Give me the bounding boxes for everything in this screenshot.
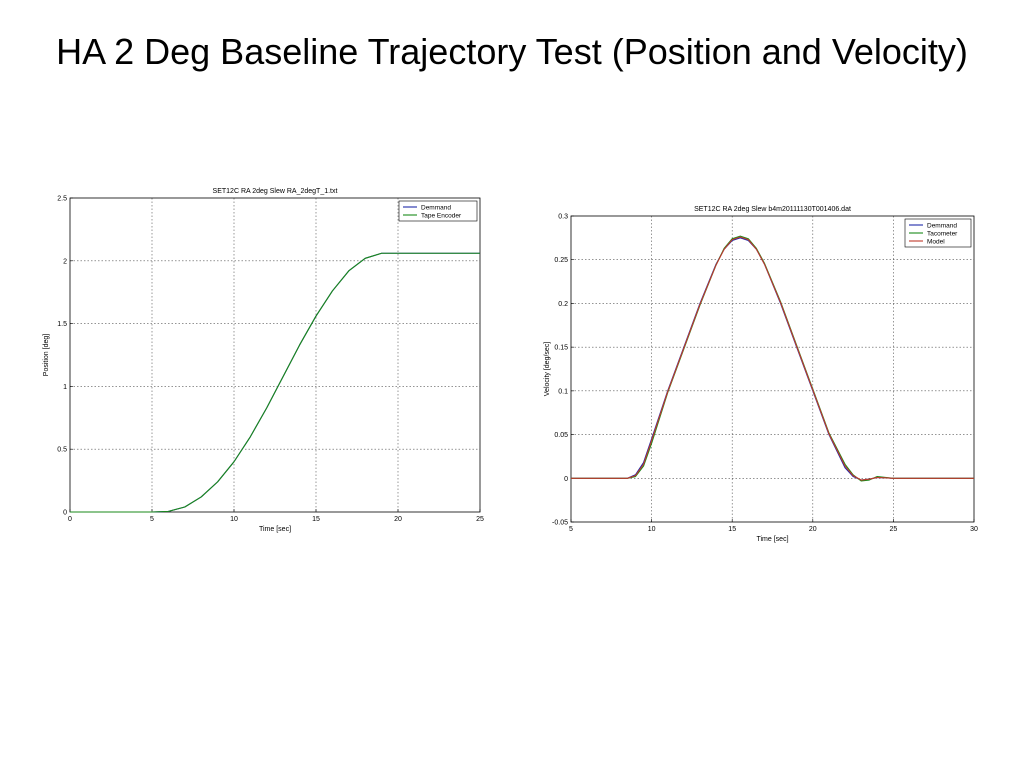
legend-entry: Model (927, 239, 945, 246)
x-tick-label: 30 (970, 526, 978, 533)
y-tick-label: 0.25 (554, 257, 568, 264)
x-tick-label: 25 (890, 526, 898, 533)
slide-title: HA 2 Deg Baseline Trajectory Test (Posit… (56, 31, 968, 72)
chart-title: SET12C RA 2deg Slew RA_2degT_1.txt (213, 188, 338, 195)
x-tick-label: 15 (312, 516, 320, 523)
legend-entry: Demmand (927, 223, 957, 230)
y-tick-label: 0.05 (554, 432, 568, 439)
y-tick-label: 1.5 (57, 321, 67, 328)
chart-svg: SET12C RA 2deg Slew b4m20111130T001406.d… (544, 206, 978, 543)
y-tick-label: 0.15 (554, 345, 568, 352)
x-tick-label: 10 (648, 526, 656, 533)
x-tick-label: 25 (476, 516, 484, 523)
y-tick-label: 2.5 (57, 196, 67, 203)
y-tick-label: 0.5 (57, 447, 67, 454)
y-tick-label: 1 (63, 384, 67, 391)
x-axis-label: Time [sec] (259, 526, 291, 533)
x-tick-label: 5 (150, 516, 154, 523)
y-axis-label: Position [deg] (43, 334, 50, 376)
x-tick-label: 15 (728, 526, 736, 533)
series-line-3 (571, 236, 974, 481)
legend-box (904, 218, 972, 248)
y-tick-label: 2 (63, 258, 67, 265)
y-tick-label: -0.05 (552, 520, 568, 527)
y-tick-label: 0 (564, 476, 568, 483)
legend-box (398, 200, 478, 222)
x-tick-label: 20 (809, 526, 817, 533)
plot-frame (570, 215, 975, 523)
x-tick-label: 20 (394, 516, 402, 523)
y-tick-label: 0.1 (558, 388, 568, 395)
y-axis-label: Velocity [deg/sec] (544, 342, 551, 397)
x-tick-label: 5 (569, 526, 573, 533)
legend-entry: Tape Encoder (421, 213, 462, 220)
velocity-chart: SET12C RA 2deg Slew b4m20111130T001406.d… (533, 200, 983, 546)
y-tick-label: 0.2 (558, 301, 568, 308)
legend-entry: Demmand (421, 205, 451, 212)
series-line-2 (70, 252, 480, 513)
chart-title: SET12C RA 2deg Slew b4m20111130T001406.d… (694, 206, 851, 213)
x-tick-label: 0 (68, 516, 72, 523)
position-chart: SET12C RA 2deg Slew RA_2degT_1.txt 0 5 10 15… (40, 184, 490, 540)
legend-entry: Tacometer (927, 231, 958, 238)
x-tick-label: 10 (230, 516, 238, 523)
y-tick-label: 0.3 (558, 214, 568, 221)
plot-area (70, 198, 480, 512)
plot-frame (69, 197, 481, 513)
y-tick-label: 0 (63, 510, 67, 517)
x-axis-label: Time [sec] (756, 536, 788, 543)
